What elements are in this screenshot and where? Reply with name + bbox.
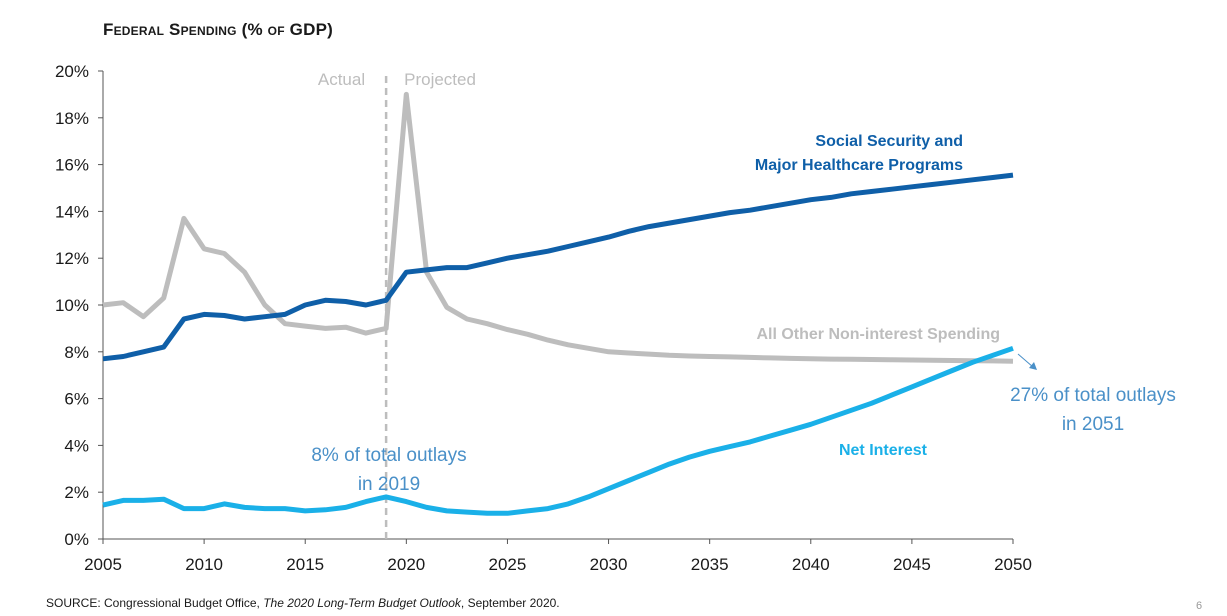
- projected-label: Projected: [404, 70, 476, 89]
- y-axis: 0% 2% 4% 6% 8% 10% 12% 14% 16% 18% 20%: [55, 62, 104, 549]
- x-tick-label: 2025: [489, 555, 527, 574]
- x-tick-label: 2015: [286, 555, 324, 574]
- x-tick-label: 2010: [185, 555, 223, 574]
- other-non-interest-label: All Other Non-interest Spending: [756, 326, 1000, 343]
- chart-title: Federal Spending (% of GDP): [103, 20, 333, 39]
- annotation-2019: 8% of total outlays: [311, 445, 466, 466]
- annotation-2051: in 2051: [1062, 414, 1124, 435]
- x-axis: 2005 2010 2015 2020 2025 2030 2035 2040 2045 2050: [84, 538, 1032, 574]
- callout-pointer: [1017, 353, 1034, 368]
- y-tick-label: 4%: [64, 436, 89, 455]
- y-tick-label: 12%: [55, 249, 89, 268]
- y-tick-label: 2%: [64, 483, 89, 502]
- y-tick-label: 14%: [55, 202, 89, 221]
- series-labels: Social Security and Major Healthcare Prog…: [755, 133, 1000, 459]
- x-tick-label: 2030: [590, 555, 628, 574]
- actual-label: Actual: [318, 70, 365, 89]
- annotation-2019: in 2019: [358, 474, 420, 495]
- x-ticks: 2005 2010 2015 2020 2025 2030 2035 2040 2045 2050: [84, 539, 1032, 574]
- y-tick-label: 16%: [55, 156, 89, 175]
- y-tick-label: 18%: [55, 109, 89, 128]
- x-tick-label: 2005: [84, 555, 122, 574]
- x-tick-label: 2040: [792, 555, 830, 574]
- net-interest-line: [102, 345, 1014, 516]
- x-tick-label: 2045: [893, 555, 931, 574]
- net-interest-label: Net Interest: [839, 442, 928, 459]
- series-lines: [102, 91, 1014, 516]
- x-tick-label: 2035: [691, 555, 729, 574]
- line-chart: 0% 2% 4% 6% 8% 10% 12% 14% 16% 18% 20% 2005 2010 201…: [55, 62, 1176, 574]
- source-prefix: SOURCE: Congressional Budget Office,: [46, 596, 264, 610]
- social-security-healthcare-label: Major Healthcare Programs: [755, 157, 963, 174]
- y-tick-label: 20%: [55, 62, 89, 81]
- x-tick-label: 2050: [994, 555, 1032, 574]
- y-tick-label: 10%: [55, 296, 89, 315]
- other-non-interest-line: [102, 91, 1014, 364]
- social-security-healthcare-label: Social Security and: [815, 133, 963, 150]
- x-tick-label: 2020: [387, 555, 425, 574]
- y-ticks: 0% 2% 4% 6% 8% 10% 12% 14% 16% 18% 20%: [55, 62, 103, 549]
- source-suffix: , September 2020.: [460, 596, 560, 610]
- source-title: The 2020 Long-Term Budget Outlook: [263, 596, 461, 610]
- y-tick-label: 8%: [64, 343, 89, 362]
- source-line: SOURCE: Congressional Budget Office, The…: [46, 596, 560, 610]
- page-number: 6: [1196, 600, 1203, 612]
- callout-arrowhead: [1029, 362, 1037, 370]
- annotation-2051: 27% of total outlays: [1010, 385, 1176, 406]
- y-tick-label: 6%: [64, 390, 89, 409]
- y-tick-label: 0%: [64, 530, 89, 549]
- social-security-healthcare-line: [102, 172, 1014, 362]
- annotations: 8% of total outlays in 2019 27% of total o…: [311, 385, 1176, 495]
